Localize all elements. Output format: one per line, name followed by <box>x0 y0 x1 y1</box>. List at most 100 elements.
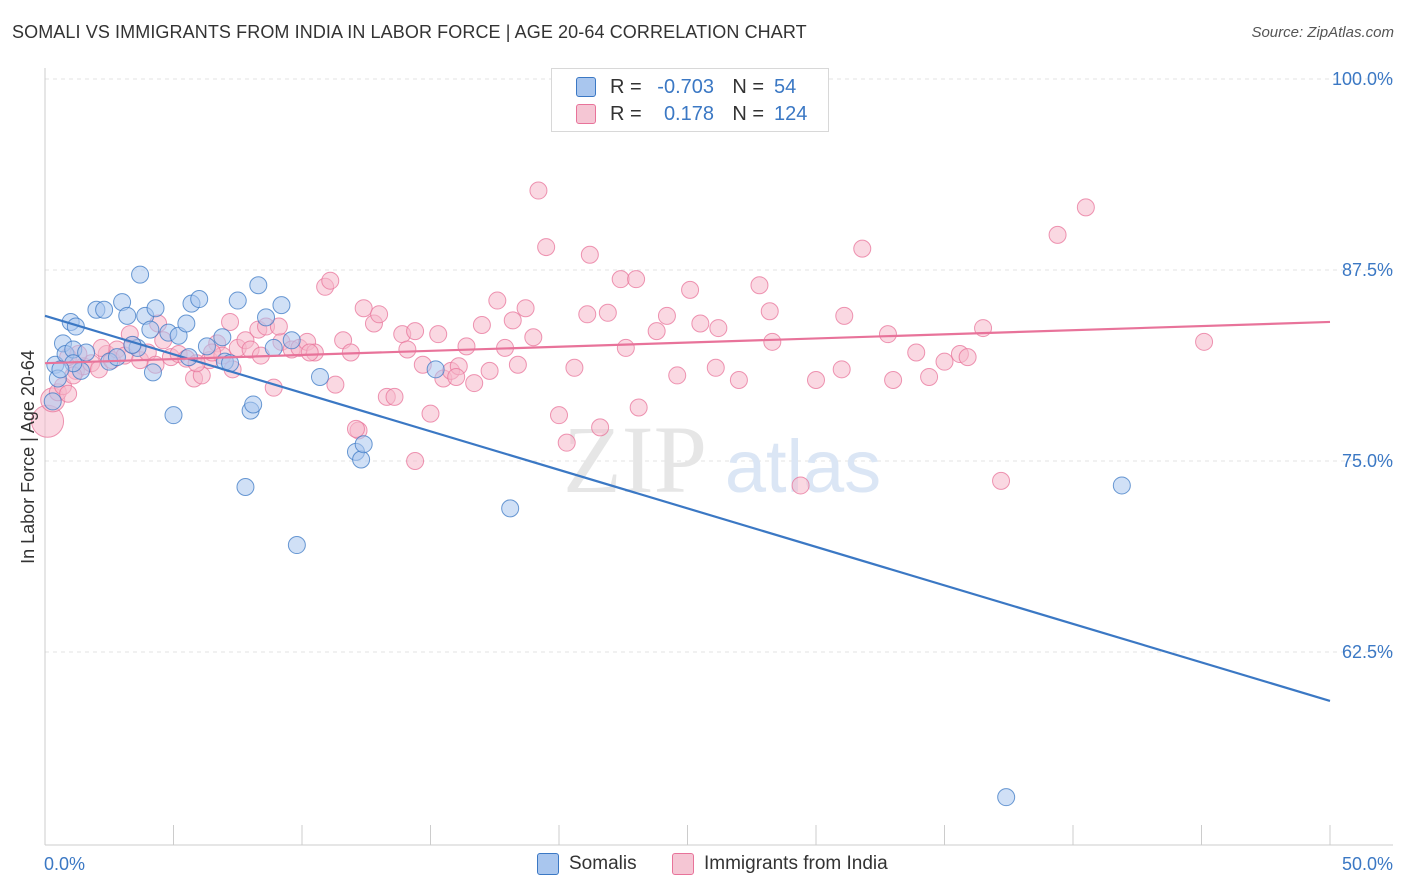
r-label: R = <box>610 102 642 125</box>
india-point <box>472 316 491 335</box>
somalis-point <box>282 331 301 350</box>
y-tick-label: 75.0% <box>1342 451 1393 471</box>
y-tick-label: 62.5% <box>1342 642 1393 662</box>
legend-label-somalis: Somalis <box>569 853 637 874</box>
india-point <box>657 306 676 325</box>
somalis-point <box>164 406 183 425</box>
india-point <box>935 352 954 371</box>
somalis-point <box>131 265 150 284</box>
r-value: -0.703 <box>657 75 714 98</box>
somalis-point <box>43 392 62 411</box>
india-point <box>578 305 597 324</box>
x-tick-label: 50.0% <box>1342 854 1393 874</box>
watermark-zip: ZIP <box>563 406 707 513</box>
india-point <box>668 366 687 385</box>
chart-source: Source: ZipAtlas.com <box>1251 24 1394 41</box>
india-point <box>920 367 939 386</box>
somalis-point <box>249 276 268 295</box>
india-point <box>326 375 345 394</box>
somalis-point <box>426 360 445 379</box>
india-point <box>557 433 576 452</box>
india-point <box>59 384 78 403</box>
india-point <box>992 471 1011 490</box>
india-point <box>729 371 748 390</box>
india-point <box>760 302 779 321</box>
correlation-legend: R = -0.703 N = 54 R = 0.178 N = 124 <box>551 68 829 132</box>
y-tick-label: 87.5% <box>1342 260 1393 280</box>
n-value: 54 <box>774 75 797 98</box>
legend-swatch-india <box>576 104 596 124</box>
legend-label-india: Immigrants from India <box>704 853 888 874</box>
india-point <box>681 280 700 299</box>
somalis-point <box>264 338 283 357</box>
y-axis-label: In Labor Force | Age 20-64 <box>18 350 38 564</box>
india-point <box>457 337 476 356</box>
india-point <box>524 328 543 347</box>
somalis-point <box>107 348 126 367</box>
india-point <box>385 387 404 406</box>
legend-swatch-india <box>672 853 694 875</box>
india-point <box>516 299 535 318</box>
india-point <box>629 398 648 417</box>
somalis-point <box>51 360 70 379</box>
somalis-point <box>118 306 137 325</box>
india-point <box>763 332 782 351</box>
india-point <box>832 360 851 379</box>
legend-item-india[interactable]: Immigrants from India <box>672 851 888 877</box>
somalis-point <box>244 395 263 414</box>
india-point <box>791 476 810 495</box>
india-point <box>807 371 825 390</box>
legend-swatch-somalis <box>537 853 559 875</box>
india-point <box>480 361 499 380</box>
india-point <box>591 418 610 437</box>
india-point <box>835 306 854 325</box>
somalis-point <box>287 536 306 555</box>
india-point <box>421 404 440 423</box>
watermark-atlas: atlas <box>725 425 881 508</box>
legend-row-india: R = 0.178 N = 124 <box>576 101 807 127</box>
india-point <box>691 314 710 333</box>
india-point <box>598 303 617 322</box>
india-point <box>616 338 635 357</box>
somalis-point <box>141 320 160 339</box>
india-point <box>958 348 977 367</box>
india-point <box>406 322 425 341</box>
india-point <box>706 358 725 377</box>
india-point <box>465 374 484 393</box>
chart-title: SOMALI VS IMMIGRANTS FROM INDIA IN LABOR… <box>12 22 807 42</box>
legend-swatch-somalis <box>576 77 596 97</box>
india-point <box>550 406 568 425</box>
india-point <box>580 245 599 264</box>
india-point <box>447 367 466 386</box>
r-value: 0.178 <box>663 102 714 125</box>
india-point <box>370 305 389 324</box>
somalis-point <box>228 291 247 310</box>
india-point <box>300 343 319 362</box>
somalis-point <box>997 788 1016 807</box>
somalis-point <box>272 296 291 315</box>
india-point <box>750 276 769 295</box>
axis-layer: 62.5% 75.0% 87.5% 100.0% 0.0% 50.0% <box>44 68 1393 874</box>
india-point <box>537 238 556 257</box>
india-point <box>878 325 897 344</box>
somalis-point <box>146 299 165 318</box>
y-tick-label: 100.0% <box>1332 69 1393 89</box>
somalis-point <box>501 499 520 518</box>
somalis-point <box>213 328 232 347</box>
india-point <box>221 312 240 331</box>
india-point <box>429 325 448 344</box>
n-label: N = <box>732 75 764 98</box>
india-point <box>529 181 548 200</box>
n-value: 124 <box>774 102 808 125</box>
india-point <box>907 343 926 362</box>
legend-item-somalis[interactable]: Somalis <box>537 851 637 877</box>
india-point <box>565 358 584 377</box>
r-label: R = <box>610 75 642 98</box>
trend-layer <box>44 314 1331 702</box>
india-point <box>627 270 646 289</box>
india-point <box>1048 225 1067 244</box>
india-point <box>508 355 527 374</box>
x-tick-label: 0.0% <box>44 854 85 874</box>
somalis-point <box>236 477 255 496</box>
